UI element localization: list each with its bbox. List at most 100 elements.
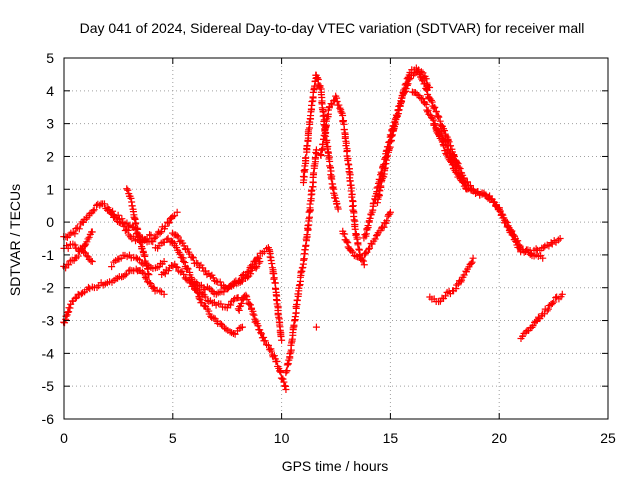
data-point	[254, 253, 262, 261]
data-point	[237, 275, 245, 283]
data-point	[207, 286, 215, 294]
y-axis-label: SDTVAR / TECUs	[7, 184, 23, 296]
series-arc-13	[251, 244, 286, 344]
data-point	[184, 245, 192, 253]
data-point	[255, 254, 263, 262]
data-point	[400, 88, 408, 96]
data-point	[82, 215, 90, 223]
data-point	[324, 152, 332, 160]
data-point	[280, 378, 288, 386]
data-point	[150, 234, 158, 242]
data-point	[85, 233, 93, 241]
data-point	[378, 170, 386, 178]
data-point	[244, 268, 252, 276]
data-point	[267, 347, 275, 355]
data-point	[270, 275, 278, 283]
data-point	[320, 131, 328, 139]
data-point	[457, 173, 465, 181]
data-point	[343, 238, 351, 246]
data-point	[385, 138, 393, 146]
data-point	[76, 244, 84, 252]
data-point	[194, 288, 202, 296]
data-point	[74, 252, 82, 260]
data-point	[556, 235, 564, 242]
data-point	[363, 225, 371, 233]
data-point	[444, 146, 452, 154]
y-tick-label: 5	[46, 50, 54, 66]
data-point	[179, 257, 187, 265]
data-point	[543, 307, 551, 315]
data-point	[71, 241, 79, 249]
data-point	[337, 108, 345, 116]
data-point	[416, 94, 424, 102]
data-point	[427, 96, 435, 104]
data-point	[128, 202, 136, 210]
data-point	[81, 241, 89, 249]
data-point	[380, 160, 388, 168]
data-point	[290, 321, 298, 329]
data-point	[300, 167, 308, 175]
data-point	[273, 357, 281, 365]
data-point	[144, 270, 152, 278]
data-point	[164, 234, 172, 242]
data-point	[342, 142, 350, 150]
y-tick-label: -1	[42, 247, 55, 263]
data-point	[332, 194, 340, 202]
data-point	[173, 263, 181, 271]
data-point	[235, 324, 243, 332]
data-point	[243, 295, 251, 303]
data-point	[508, 231, 516, 239]
data-point	[281, 382, 289, 390]
data-point	[66, 304, 74, 312]
data-point	[238, 323, 246, 331]
data-point	[167, 261, 175, 269]
data-point	[449, 156, 457, 164]
data-point	[254, 322, 262, 330]
data-point	[341, 134, 349, 142]
data-point	[391, 115, 399, 123]
data-point	[136, 238, 144, 246]
data-point	[125, 222, 133, 230]
data-point	[121, 271, 129, 279]
data-point	[540, 244, 548, 252]
data-point	[406, 74, 414, 82]
data-point	[397, 98, 405, 106]
data-point	[200, 284, 208, 292]
data-point	[347, 187, 355, 195]
data-point	[127, 194, 135, 202]
series-arc-10	[151, 234, 246, 338]
series-arc-17	[339, 208, 394, 262]
data-point	[462, 181, 470, 189]
data-point	[365, 245, 373, 253]
y-tick-label: 1	[46, 181, 54, 197]
data-point	[275, 313, 283, 321]
data-point	[386, 208, 394, 216]
data-point	[147, 231, 155, 239]
data-point	[336, 104, 344, 112]
data-point	[539, 254, 547, 262]
data-point	[88, 228, 96, 236]
data-point	[431, 120, 439, 128]
series-arc-21	[430, 120, 564, 257]
data-point	[432, 108, 440, 116]
data-point	[362, 249, 370, 257]
data-point	[422, 100, 430, 108]
y-tick-label: -6	[42, 411, 55, 427]
data-point	[152, 233, 160, 241]
data-point	[71, 294, 79, 302]
data-point	[62, 264, 70, 272]
data-point	[149, 238, 157, 246]
y-tick-label: 3	[46, 116, 54, 132]
x-tick-label: 25	[600, 430, 616, 446]
data-point	[249, 310, 257, 318]
data-point	[124, 186, 132, 194]
data-point	[548, 299, 556, 307]
data-point	[384, 143, 392, 151]
data-point	[161, 222, 169, 230]
data-point	[374, 179, 382, 187]
data-point	[161, 270, 169, 278]
data-point	[218, 320, 225, 328]
data-point	[227, 301, 235, 309]
data-point	[403, 81, 411, 89]
